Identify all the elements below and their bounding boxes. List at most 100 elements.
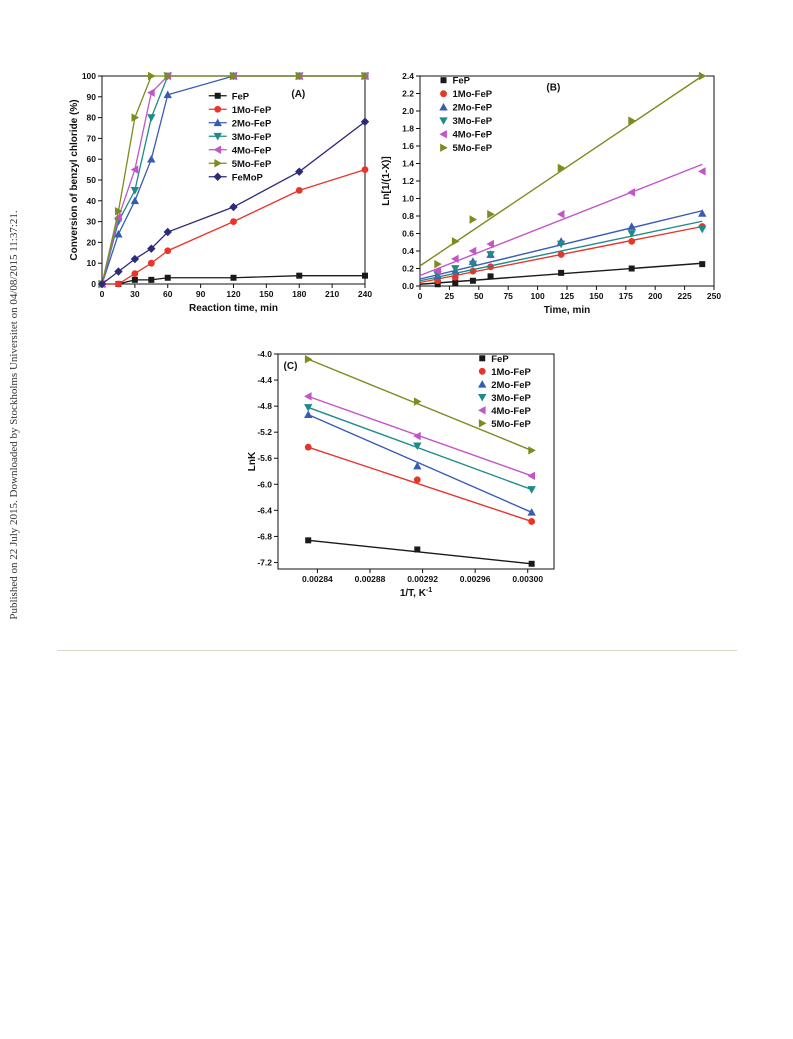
chart-c-y-tick-label: -4.0 — [257, 349, 272, 359]
chart-c-series-5mo-fep-legend-label: 5Mo-FeP — [491, 419, 531, 430]
chart-c-x-axis-title-sup: -1 — [426, 587, 432, 594]
chart-b-series-4mo-fep-point — [627, 188, 636, 197]
chart-a-series-1mo-fep-legend-label: 1Mo-FeP — [232, 105, 272, 116]
chart-b-series-fep-legend-label: FeP — [453, 76, 471, 87]
chart-a-series-fep-point — [296, 272, 303, 279]
chart-c-x-tick-label: 0.00284 — [302, 574, 333, 584]
chart-c-series-2mo-fep-point — [304, 410, 313, 418]
chart-b-series-2mo-fep-legend-marker — [439, 103, 448, 111]
chart-a-y-tick-label: 70 — [87, 133, 97, 143]
chart-a-x-tick-label: 0 — [100, 289, 105, 299]
chart-b-y-tick-label: 2.2 — [402, 89, 414, 99]
chart-c-y-tick-label: -4.4 — [257, 375, 272, 385]
chart-a-x-tick-label: 150 — [259, 289, 273, 299]
chart-a-series-femop-point — [97, 279, 107, 289]
chart-a-series-5mo-fep-point — [295, 71, 304, 81]
chart-b-series-1mo-fep-legend-label: 1Mo-FeP — [453, 89, 493, 100]
chart-b-y-tick-label: 0.6 — [402, 229, 414, 239]
chart-b-series-3mo-fep-point — [627, 230, 636, 238]
chart-b-series-fep-point — [469, 277, 476, 284]
chart-b-x-axis-title: Time, min — [544, 305, 591, 316]
chart-c-y-tick-label: -6.8 — [257, 531, 272, 541]
chart-a-series-4mo-fep-legend-marker — [213, 145, 222, 154]
chart-c-series-5mo-fep-fit-line — [307, 358, 532, 452]
chart-a-series-2mo-fep-legend-label: 2Mo-FeP — [232, 118, 272, 129]
chart-b-series-1mo-fep-point — [628, 237, 636, 245]
chart-b-series-fep-point — [628, 265, 635, 272]
chart-b-series-3mo-fep-point — [698, 225, 707, 234]
chart-b-series-3mo-fep-fit-line — [419, 220, 703, 282]
chart-b-x-tick-label: 100 — [531, 291, 545, 301]
chart-a-x-tick-label: 60 — [163, 289, 173, 299]
download-notice: Published on 22 July 2015. Downloaded by… — [8, 210, 20, 620]
chart-a-series-1mo-fep-point — [115, 280, 122, 288]
chart-c-series-3mo-fep-fit-line — [307, 406, 532, 491]
chart-b-series-4mo-fep-legend-marker — [439, 130, 447, 139]
chart-b-series-4mo-fep-point — [486, 239, 494, 249]
chart-a-series-5mo-fep-point — [164, 71, 172, 81]
chart-a-series-fep-legend-marker — [214, 92, 221, 99]
chart-a-y-tick-label: 60 — [87, 154, 97, 164]
chart-a-series-5mo-fep-point — [230, 71, 238, 81]
chart-b-y-axis-title: Ln[1/(1-X)] — [381, 156, 392, 205]
chart-a-series-1mo-fep-point — [164, 247, 172, 255]
chart-a-series-fep-point — [230, 274, 237, 281]
chart-b-series-4mo-fep-fit-line — [419, 163, 703, 277]
chart-a-series-4mo-fep-legend-label: 4Mo-FeP — [232, 145, 272, 156]
chart-a-series-4mo-fep-point — [147, 88, 155, 97]
chart-b-series-3mo-fep-point — [486, 251, 495, 259]
chart-a-svg: 0 30 60 90 120 150 180 210 240 0 10 20 30 40 50 60 70 80 9… — [69, 71, 372, 314]
chart-c-series-5mo-fep-legend-marker — [478, 419, 487, 428]
chart-c-series-4mo-fep-point — [413, 431, 421, 441]
chart-a-series-femop-point — [114, 267, 123, 276]
chart-c-svg: 0.00284 0.00288 0.00292 0.00296 0.00300 -4.0 -… — [247, 349, 555, 599]
chart-b-y-tick-label: 1.2 — [402, 176, 414, 186]
chart-c-series-5mo-fep-point — [413, 397, 422, 406]
chart-c-series-5mo-fep-point — [528, 446, 536, 455]
chart-a-series-3mo-fep-legend-label: 3Mo-FeP — [232, 132, 272, 143]
chart-b-series-5mo-fep-legend-label: 5Mo-FeP — [453, 143, 493, 154]
chart-a-x-axis-title: Reaction time, min — [189, 303, 278, 314]
chart-b-x-tick-label: 125 — [560, 291, 574, 301]
chart-c-series-fep-legend-label: FeP — [491, 354, 509, 365]
chart-a-series-1mo-fep-line — [102, 168, 366, 285]
chart-b-series-5mo-fep-point — [698, 71, 707, 81]
chart-b-y-tick-label: 0.0 — [402, 281, 414, 291]
chart-a-series-2mo-fep-point — [114, 229, 123, 238]
separator-rule — [57, 650, 737, 651]
chart-a-y-tick-label: 80 — [87, 113, 97, 123]
chart-a-series-fep-point — [148, 276, 155, 283]
chart-b-series-5mo-fep-point — [487, 210, 495, 219]
chart-b-x-tick-label: 50 — [474, 291, 484, 301]
chart-c-series-fep-point — [305, 537, 312, 544]
chart-b-series-1mo-fep-point — [557, 251, 565, 258]
chart-c-x-tick-label: 0.00288 — [355, 574, 386, 584]
chart-a-series-fep-point — [131, 276, 138, 283]
page-margin: Published on 22 July 2015. Downloaded by… — [0, 0, 28, 1039]
chart-a-series-2mo-fep-point — [147, 155, 156, 163]
chart-b-y-tick-label: 1.6 — [402, 141, 414, 151]
chart-a-x-tick-label: 240 — [358, 289, 372, 299]
chart-c-series-3mo-fep-point — [527, 486, 536, 494]
chart-c-series-fep-point — [414, 546, 421, 553]
chart-b-series-4mo-fep-legend-label: 4Mo-FeP — [453, 130, 493, 141]
chart-c-x-tick-label: 0.00296 — [460, 574, 491, 584]
chart-a-series-1mo-fep-point — [230, 218, 237, 226]
chart-c-y-tick-label: -5.6 — [257, 453, 272, 463]
chart-b-x-tick-label: 25 — [445, 291, 455, 301]
chart-b-series-4mo-fep-point — [698, 167, 706, 176]
chart-c-y-tick-label: -4.8 — [257, 401, 272, 411]
chart-b-series-fep-point — [434, 281, 441, 288]
chart-b-series-5mo-fep-point — [628, 116, 636, 125]
chart-a-x-tick-label: 120 — [226, 289, 240, 299]
chart-c-series-3mo-fep-point — [304, 404, 313, 412]
chart-b-series-fep-point — [699, 261, 706, 268]
chart-a-series-3mo-fep-point — [147, 114, 156, 122]
chart-b-y-tick-label: 2.0 — [402, 106, 414, 116]
chart-a-series-4mo-fep-point — [114, 213, 122, 222]
chart-b-series-4mo-fep-point — [433, 266, 441, 276]
chart-b-series-5mo-fep-point — [434, 259, 442, 269]
chart-a-y-axis-title: Conversion of benzyl chloride (%) — [69, 99, 80, 260]
chart-c-series-1mo-fep-fit-line — [308, 446, 532, 523]
chart-a-series-fep-point — [164, 274, 171, 281]
